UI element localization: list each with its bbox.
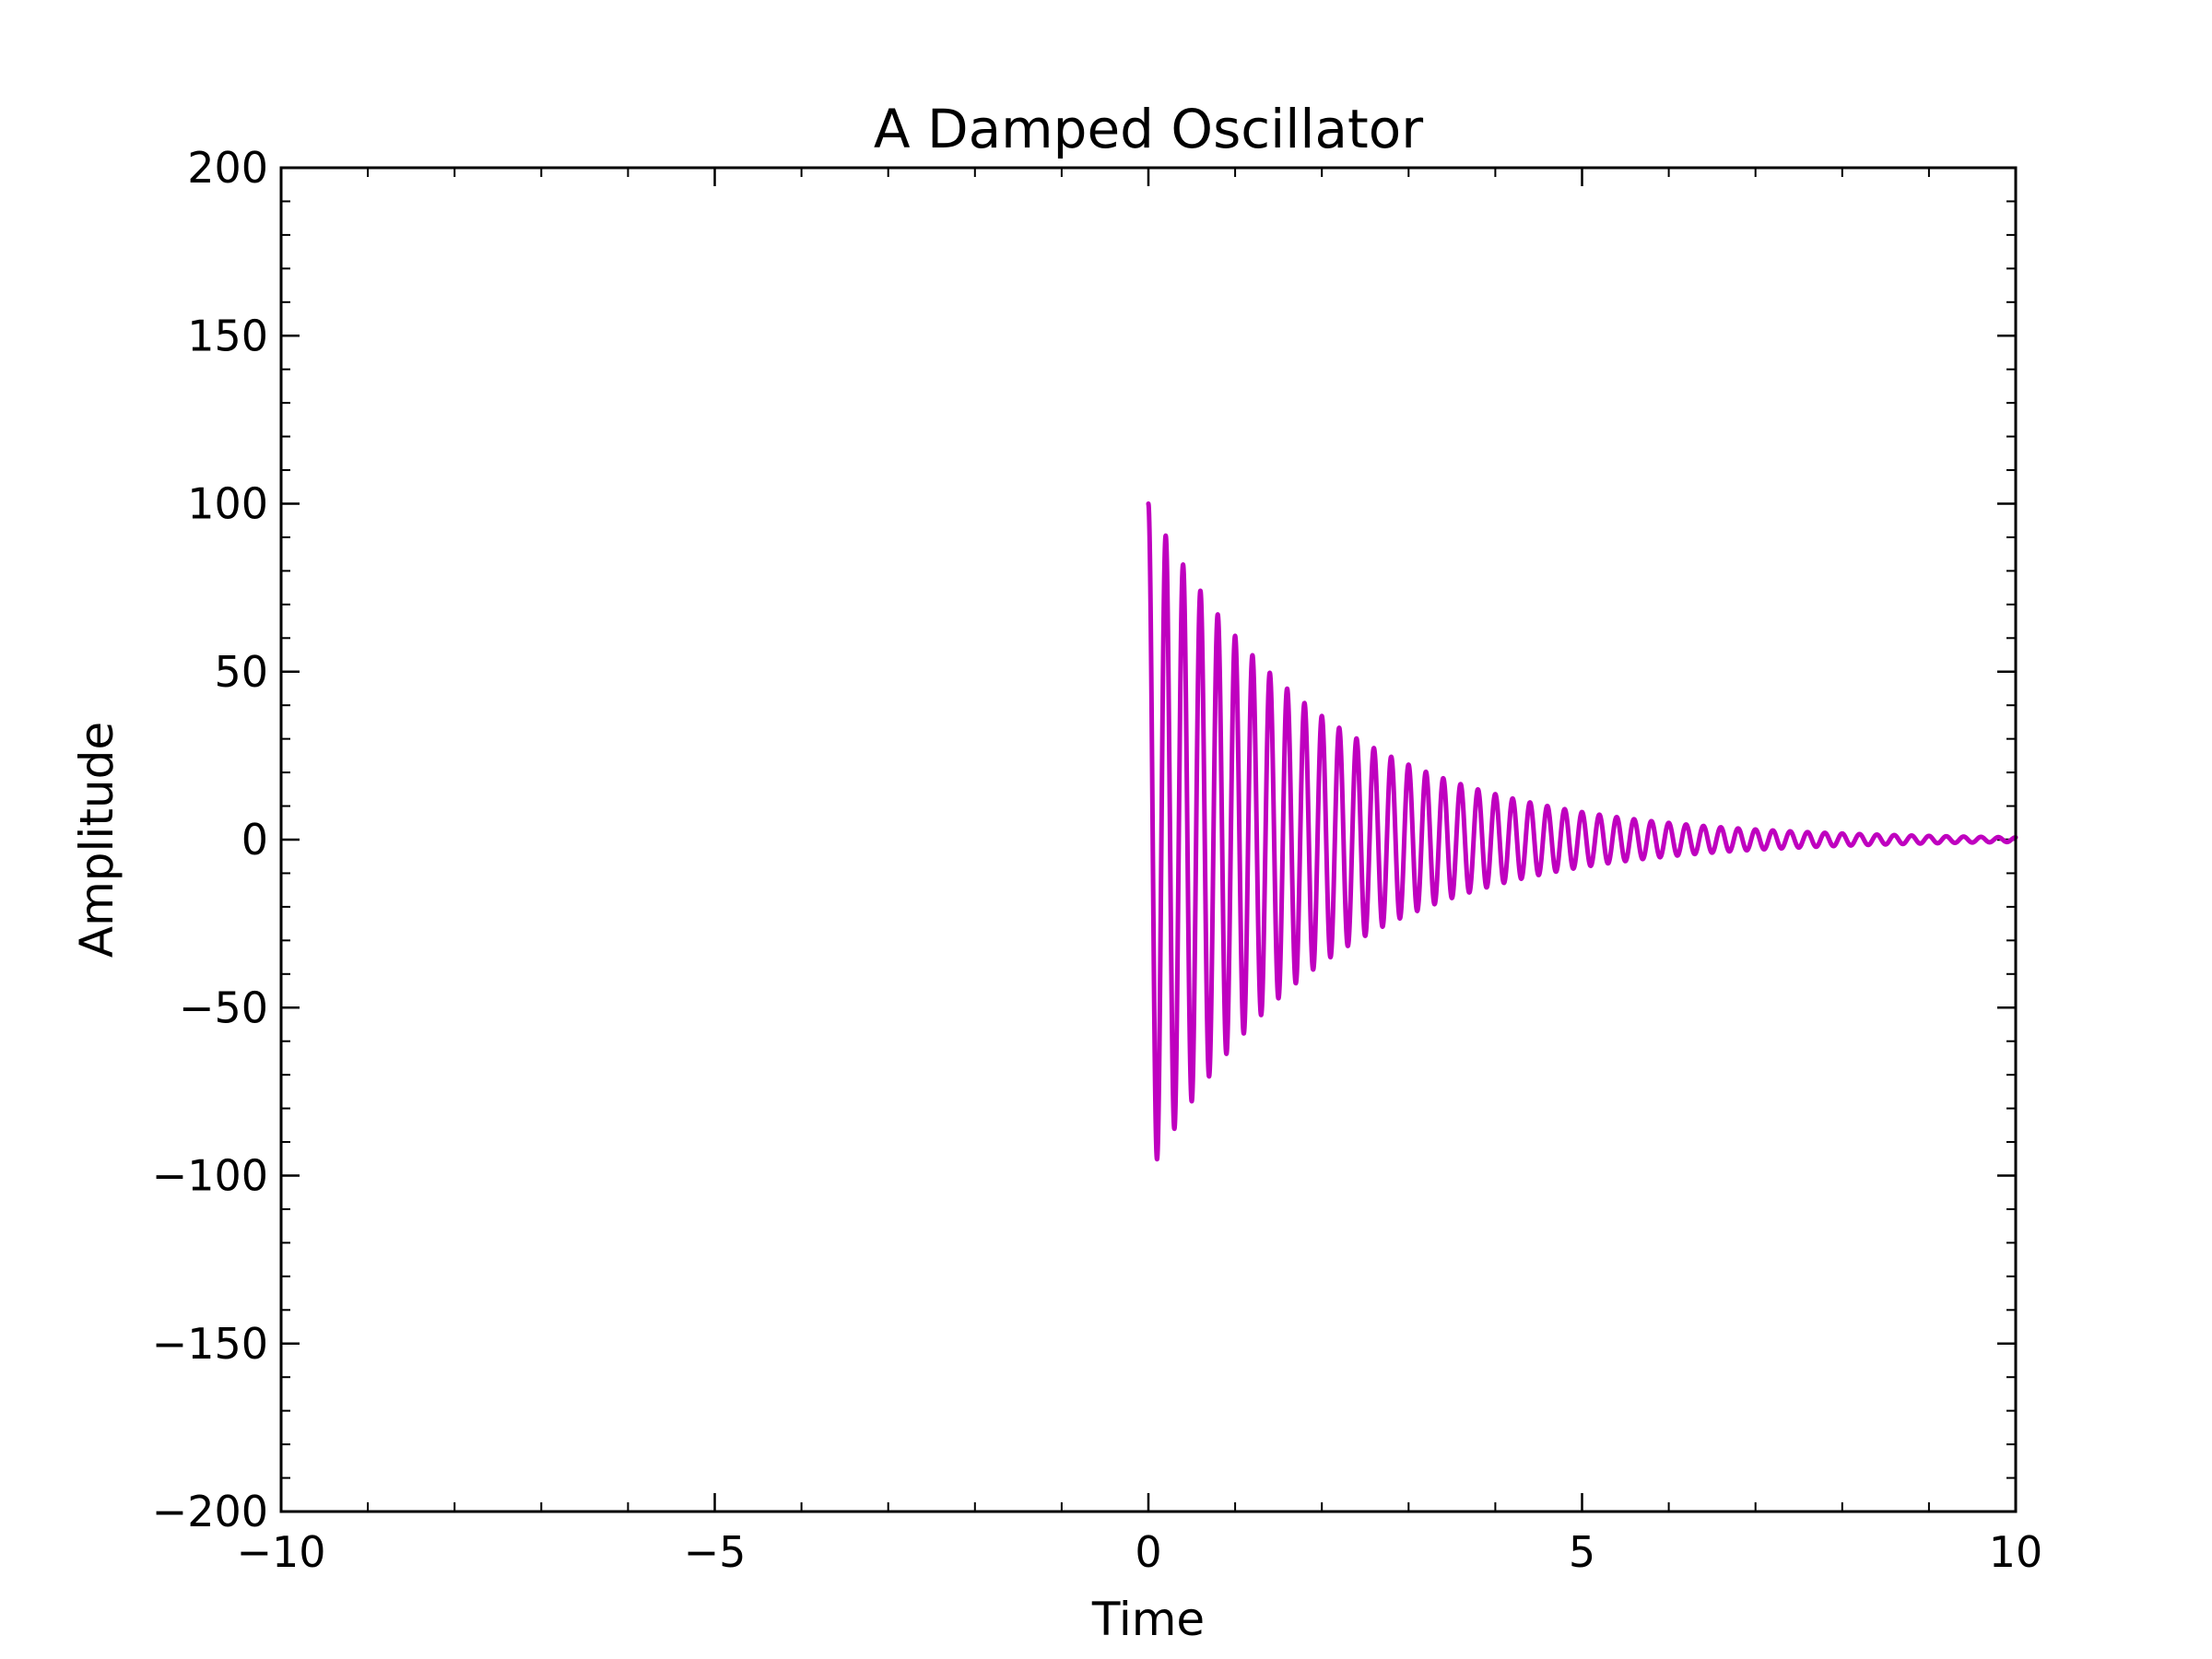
x-tick-label: 0 [1135, 1527, 1161, 1577]
y-tick-label: −150 [152, 1319, 268, 1369]
axes-frame [279, 166, 2018, 1513]
x-tick-labels: −10 −5 0 5 10 [236, 1527, 2042, 1577]
y-axis-label: Amplitude [70, 722, 124, 958]
x-tick-label: −5 [684, 1527, 747, 1577]
series-line [1146, 501, 2018, 1162]
plot-area [1146, 501, 2018, 1162]
x-tick-label: 10 [1989, 1527, 2043, 1577]
y-tick-label: −100 [152, 1151, 268, 1201]
x-axis-label: Time [1091, 1593, 1205, 1646]
y-tick-label: −50 [179, 982, 268, 1032]
y-tick-labels: −200 −150 −100 −50 0 50 100 150 200 [152, 143, 268, 1536]
y-tick-label: 0 [241, 815, 268, 865]
chart-title: A Damped Oscillator [874, 98, 1423, 160]
x-tick-label: −10 [236, 1527, 325, 1577]
x-tick-label: 5 [1569, 1527, 1595, 1577]
y-tick-label: 150 [187, 311, 268, 360]
y-tick-label: −200 [152, 1487, 268, 1536]
y-tick-label: 200 [187, 143, 268, 193]
y-tick-label: 100 [187, 479, 268, 529]
y-tick-label: 50 [214, 647, 268, 697]
